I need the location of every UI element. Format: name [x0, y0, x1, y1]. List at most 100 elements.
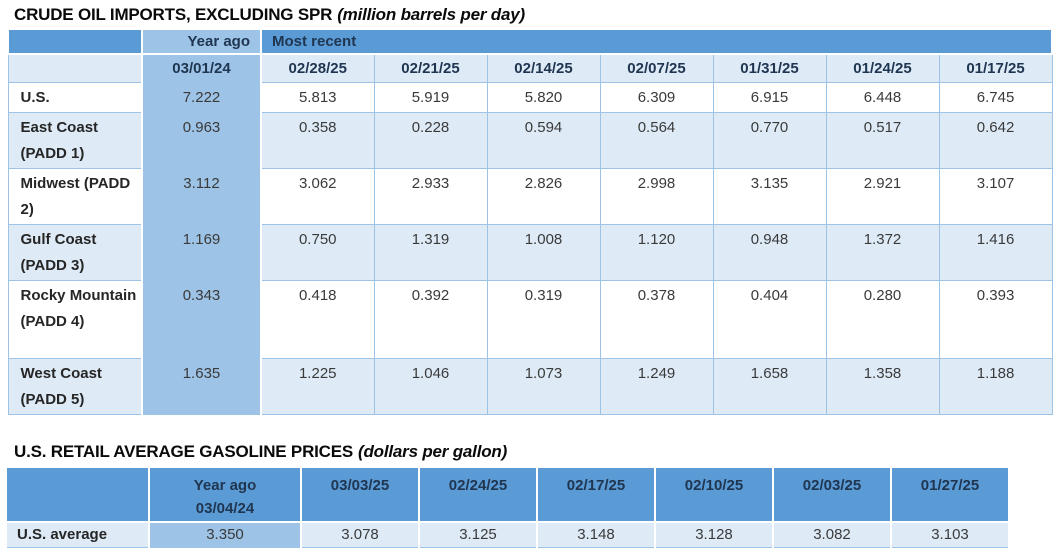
date-header-cell: 02/10/25 [655, 467, 773, 522]
value-cell: 3.103 [891, 522, 1009, 548]
date-header-cell: 01/24/25 [826, 54, 939, 82]
table-row-us: U.S. 7.222 5.813 5.919 5.820 6.309 6.915… [8, 82, 1052, 112]
row-label-cell: Rocky Mountain (PADD 4) [8, 280, 142, 358]
crude-oil-table-title: CRUDE OIL IMPORTS, EXCLUDING SPR (million… [14, 5, 1055, 25]
value-cell: 6.448 [826, 82, 939, 112]
year-ago-date: 03/04/24 [196, 500, 254, 517]
year-ago-value-cell: 7.222 [142, 82, 261, 112]
year-ago-value-cell: 1.635 [142, 358, 261, 414]
date-header-cell: 02/28/25 [261, 54, 374, 82]
value-cell: 0.404 [713, 280, 826, 358]
year-ago-value-cell: 0.963 [142, 112, 261, 168]
value-cell: 1.416 [939, 224, 1052, 280]
crude-oil-imports-table: Year ago Most recent 03/01/24 02/28/25 0… [7, 28, 1053, 415]
value-cell: 1.658 [713, 358, 826, 414]
value-cell: 1.358 [826, 358, 939, 414]
table-row-east-coast: East Coast (PADD 1) 0.963 0.358 0.228 0.… [8, 112, 1052, 168]
row-label-cell: Gulf Coast (PADD 3) [8, 224, 142, 280]
value-cell: 5.813 [261, 82, 374, 112]
value-cell: 3.107 [939, 168, 1052, 224]
blank-header-cell [8, 54, 142, 82]
table-row-us-average: U.S. average 3.350 3.078 3.125 3.148 3.1… [6, 522, 1009, 548]
date-header-cell: 02/07/25 [600, 54, 713, 82]
table-row-midwest: Midwest (PADD 2) 3.112 3.062 2.933 2.826… [8, 168, 1052, 224]
value-cell: 1.046 [374, 358, 487, 414]
value-cell: 0.594 [487, 112, 600, 168]
row-label-cell: Midwest (PADD 2) [8, 168, 142, 224]
value-cell: 3.078 [301, 522, 419, 548]
value-cell: 5.820 [487, 82, 600, 112]
value-cell: 1.120 [600, 224, 713, 280]
gasoline-header-row: Year ago 03/04/24 03/03/25 02/24/25 02/1… [6, 467, 1009, 522]
year-ago-group-header: Year ago [142, 29, 261, 54]
date-header-cell: 02/14/25 [487, 54, 600, 82]
value-cell: 3.125 [419, 522, 537, 548]
row-label-cell: U.S. average [6, 522, 149, 548]
corner-cell [8, 29, 142, 54]
year-ago-value-cell: 0.343 [142, 280, 261, 358]
row-label-cell: U.S. [8, 82, 142, 112]
gasoline-table-title: U.S. RETAIL AVERAGE GASOLINE PRICES (doll… [14, 442, 1055, 462]
date-header-cell: 02/03/25 [773, 467, 891, 522]
value-cell: 0.228 [374, 112, 487, 168]
year-ago-date-header: 03/01/24 [142, 54, 261, 82]
corner-cell [6, 467, 149, 522]
value-cell: 0.319 [487, 280, 600, 358]
row-label-cell: West Coast (PADD 5) [8, 358, 142, 414]
date-header-cell: 03/03/25 [301, 467, 419, 522]
value-cell: 0.393 [939, 280, 1052, 358]
value-cell: 0.948 [713, 224, 826, 280]
value-cell: 3.082 [773, 522, 891, 548]
value-cell: 6.915 [713, 82, 826, 112]
value-cell: 2.933 [374, 168, 487, 224]
value-cell: 3.062 [261, 168, 374, 224]
date-header-cell: 02/24/25 [419, 467, 537, 522]
value-cell: 6.309 [600, 82, 713, 112]
value-cell: 0.642 [939, 112, 1052, 168]
group-header-row: Year ago Most recent [8, 29, 1052, 54]
value-cell: 0.564 [600, 112, 713, 168]
table-row-rocky-mountain: Rocky Mountain (PADD 4) 0.343 0.418 0.39… [8, 280, 1052, 358]
date-header-cell: 01/31/25 [713, 54, 826, 82]
year-ago-value-cell: 1.169 [142, 224, 261, 280]
value-cell: 3.135 [713, 168, 826, 224]
table-row-gulf-coast: Gulf Coast (PADD 3) 1.169 0.750 1.319 1.… [8, 224, 1052, 280]
year-ago-value-cell: 3.112 [142, 168, 261, 224]
value-cell: 0.770 [713, 112, 826, 168]
value-cell: 3.128 [655, 522, 773, 548]
value-cell: 1.372 [826, 224, 939, 280]
value-cell: 1.073 [487, 358, 600, 414]
gasoline-title-text: U.S. RETAIL AVERAGE GASOLINE PRICES [14, 442, 353, 461]
date-header-cell: 01/17/25 [939, 54, 1052, 82]
row-label-cell: East Coast (PADD 1) [8, 112, 142, 168]
value-cell: 1.188 [939, 358, 1052, 414]
value-cell: 1.249 [600, 358, 713, 414]
value-cell: 0.358 [261, 112, 374, 168]
year-ago-label: Year ago [194, 477, 257, 494]
year-ago-value-cell: 3.350 [149, 522, 301, 548]
value-cell: 2.826 [487, 168, 600, 224]
value-cell: 1.008 [487, 224, 600, 280]
value-cell: 2.998 [600, 168, 713, 224]
gasoline-title-note: (dollars per gallon) [358, 442, 507, 461]
value-cell: 5.919 [374, 82, 487, 112]
value-cell: 0.517 [826, 112, 939, 168]
value-cell: 0.392 [374, 280, 487, 358]
value-cell: 2.921 [826, 168, 939, 224]
value-cell: 6.745 [939, 82, 1052, 112]
value-cell: 0.750 [261, 224, 374, 280]
table-row-west-coast: West Coast (PADD 5) 1.635 1.225 1.046 1.… [8, 358, 1052, 414]
value-cell: 0.280 [826, 280, 939, 358]
year-ago-header-cell: Year ago 03/04/24 [149, 467, 301, 522]
date-header-cell: 01/27/25 [891, 467, 1009, 522]
value-cell: 3.148 [537, 522, 655, 548]
date-header-row: 03/01/24 02/28/25 02/21/25 02/14/25 02/0… [8, 54, 1052, 82]
value-cell: 1.225 [261, 358, 374, 414]
value-cell: 0.378 [600, 280, 713, 358]
date-header-cell: 02/21/25 [374, 54, 487, 82]
value-cell: 0.418 [261, 280, 374, 358]
crude-oil-title-text: CRUDE OIL IMPORTS, EXCLUDING SPR [14, 5, 332, 24]
most-recent-group-header: Most recent [261, 29, 1052, 54]
crude-oil-title-note: (million barrels per day) [337, 5, 525, 24]
value-cell: 1.319 [374, 224, 487, 280]
